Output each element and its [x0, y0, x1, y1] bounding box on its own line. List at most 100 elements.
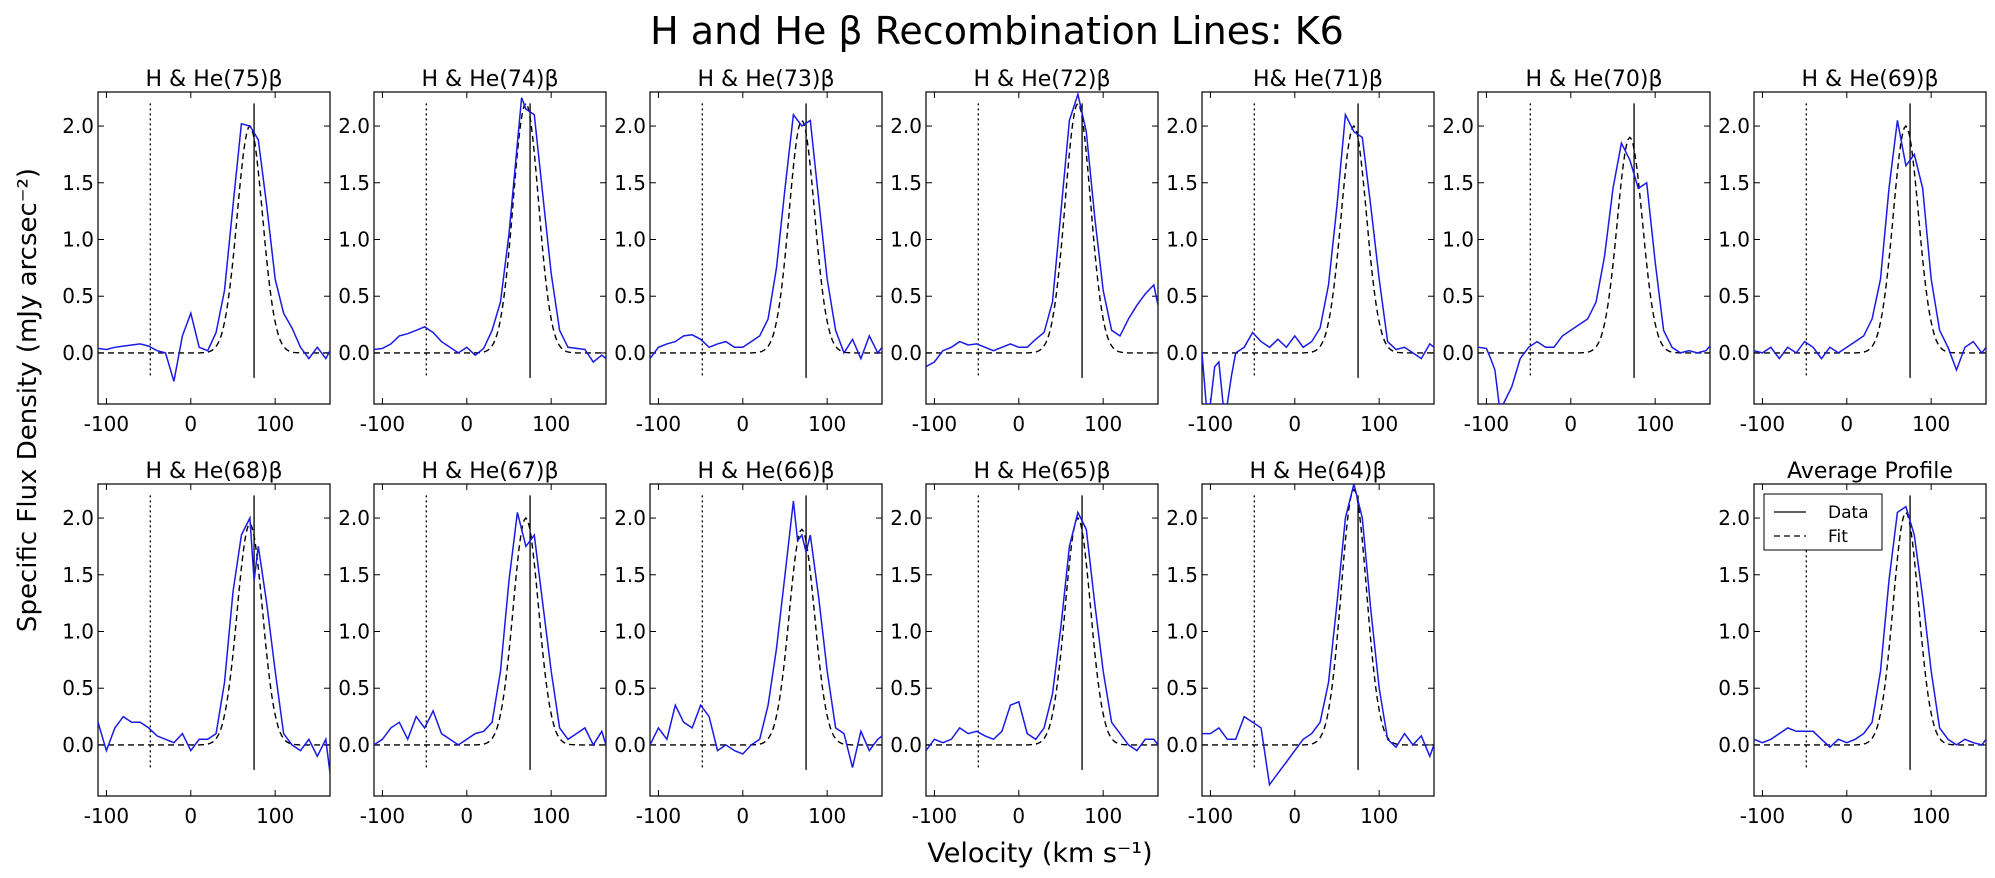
data-line — [98, 515, 330, 774]
fit-line — [926, 516, 1158, 746]
x-tick-label: 100 — [256, 804, 294, 828]
legend-fit-label: Fit — [1828, 527, 1848, 547]
y-tick-label: 0.5 — [1166, 284, 1198, 308]
y-tick-label: 1.0 — [890, 619, 922, 643]
panel: H & He(66)β -100 0 100 0.0 0.5 1.0 1.5 2.0 — [614, 459, 883, 828]
plot-area — [926, 92, 1158, 378]
x-tick-label: 0 — [736, 804, 749, 828]
data-line — [650, 112, 882, 361]
y-tick-label: 1.5 — [1718, 563, 1750, 587]
y-tick-label: 2.0 — [62, 506, 94, 530]
fit-line — [650, 119, 882, 354]
y-tick-label: 1.0 — [62, 227, 94, 251]
y-tick-label: 0.0 — [62, 341, 94, 365]
plot-area — [1754, 103, 1986, 378]
x-tick-label: -100 — [360, 412, 405, 436]
y-tick-label: 0.5 — [62, 676, 94, 700]
fit-line — [1202, 488, 1434, 746]
x-tick-label: 0 — [1840, 412, 1853, 436]
y-tick-label: 0.5 — [1718, 676, 1750, 700]
legend-data-label: Data — [1828, 503, 1869, 523]
y-axis-label: Specific Flux Density (mJy arcsec⁻²) — [13, 168, 43, 632]
y-tick-label: 1.5 — [62, 171, 94, 195]
panel: Average Profile -100 0 100 0.0 0.5 1.0 1.5 2.0 Da… — [1718, 459, 1987, 828]
y-tick-label: 1.5 — [1166, 563, 1198, 587]
x-tick-label: -100 — [912, 804, 957, 828]
x-tick-label: -100 — [1740, 412, 1785, 436]
data-line — [1754, 120, 1986, 373]
y-tick-label: 1.0 — [614, 227, 646, 251]
fit-line — [1202, 124, 1434, 354]
y-tick-label: 0.0 — [614, 341, 646, 365]
y-tick-label: 2.0 — [1718, 506, 1750, 530]
y-tick-label: 1.5 — [338, 171, 370, 195]
x-tick-label: 0 — [460, 804, 473, 828]
panel-title: H & He(75)β — [146, 67, 283, 92]
axes-frame — [373, 483, 607, 797]
axes-frame — [649, 91, 883, 405]
axes-frame — [649, 483, 883, 797]
plot-area — [1478, 103, 1710, 404]
x-tick-label: 100 — [1912, 804, 1950, 828]
x-tick-label: -100 — [1740, 804, 1785, 828]
x-tick-label: 0 — [184, 412, 197, 436]
y-tick-label: 2.0 — [1442, 114, 1474, 138]
axes-frame — [925, 91, 1159, 405]
y-tick-label: 2.0 — [338, 114, 370, 138]
fit-line — [98, 124, 330, 354]
y-tick-label: 0.5 — [62, 284, 94, 308]
panel: H & He(68)β -100 0 100 0.0 0.5 1.0 1.5 2.0 — [62, 459, 331, 828]
y-tick-label: 1.0 — [1166, 227, 1198, 251]
axes-frame — [1753, 91, 1987, 405]
y-tick-label: 1.5 — [890, 563, 922, 587]
axes-frame — [373, 91, 607, 405]
panel-title: H & He(68)β — [146, 459, 283, 484]
plot-area — [374, 97, 606, 378]
panel: H & He(70)β -100 0 100 0.0 0.5 1.0 1.5 2.0 — [1442, 67, 1711, 436]
axes-frame — [1477, 91, 1711, 405]
y-tick-label: 0.0 — [890, 341, 922, 365]
panel: H & He(65)β -100 0 100 0.0 0.5 1.0 1.5 2.0 — [890, 459, 1159, 828]
y-tick-label: 1.0 — [614, 619, 646, 643]
x-tick-label: 100 — [808, 804, 846, 828]
y-tick-label: 0.0 — [338, 733, 370, 757]
y-tick-label: 1.0 — [338, 619, 370, 643]
panel-title: H& He(71)β — [1253, 67, 1383, 92]
y-tick-label: 0.5 — [1718, 284, 1750, 308]
x-tick-label: -100 — [1188, 804, 1233, 828]
panel-title: H & He(64)β — [1250, 459, 1387, 484]
panel-title: Average Profile — [1787, 459, 1953, 484]
y-tick-label: 0.0 — [1166, 733, 1198, 757]
x-tick-label: 100 — [1636, 412, 1674, 436]
axes-frame — [1201, 483, 1435, 797]
x-tick-label: 100 — [1912, 412, 1950, 436]
y-tick-label: 2.0 — [1166, 114, 1198, 138]
plot-area — [98, 103, 330, 382]
panel-title: H & He(70)β — [1526, 67, 1663, 92]
y-tick-label: 0.5 — [338, 284, 370, 308]
panel-title: H & He(65)β — [974, 459, 1111, 484]
x-tick-label: 0 — [1012, 412, 1025, 436]
panel-title: H & He(73)β — [698, 67, 835, 92]
data-line — [1202, 484, 1434, 787]
plot-area — [374, 495, 606, 770]
y-tick-label: 0.5 — [890, 676, 922, 700]
y-tick-label: 0.0 — [1442, 341, 1474, 365]
panel: H & He(74)β -100 0 100 0.0 0.5 1.0 1.5 2.0 — [338, 67, 607, 436]
y-tick-label: 0.0 — [1718, 341, 1750, 365]
x-tick-label: 0 — [1564, 412, 1577, 436]
fit-line — [1478, 136, 1710, 354]
x-tick-label: -100 — [360, 804, 405, 828]
y-tick-label: 0.5 — [338, 676, 370, 700]
x-tick-label: -100 — [636, 412, 681, 436]
y-tick-label: 1.5 — [614, 171, 646, 195]
panel: H & He(75)β -100 0 100 0.0 0.5 1.0 1.5 2.0 — [62, 67, 331, 436]
x-tick-label: 0 — [1840, 804, 1853, 828]
axes-frame — [1753, 483, 1987, 797]
y-tick-label: 0.0 — [614, 733, 646, 757]
plot-area — [650, 103, 882, 378]
data-line — [1202, 112, 1434, 404]
panel: H & He(69)β -100 0 100 0.0 0.5 1.0 1.5 2.0 — [1718, 67, 1987, 436]
y-tick-label: 1.5 — [890, 171, 922, 195]
